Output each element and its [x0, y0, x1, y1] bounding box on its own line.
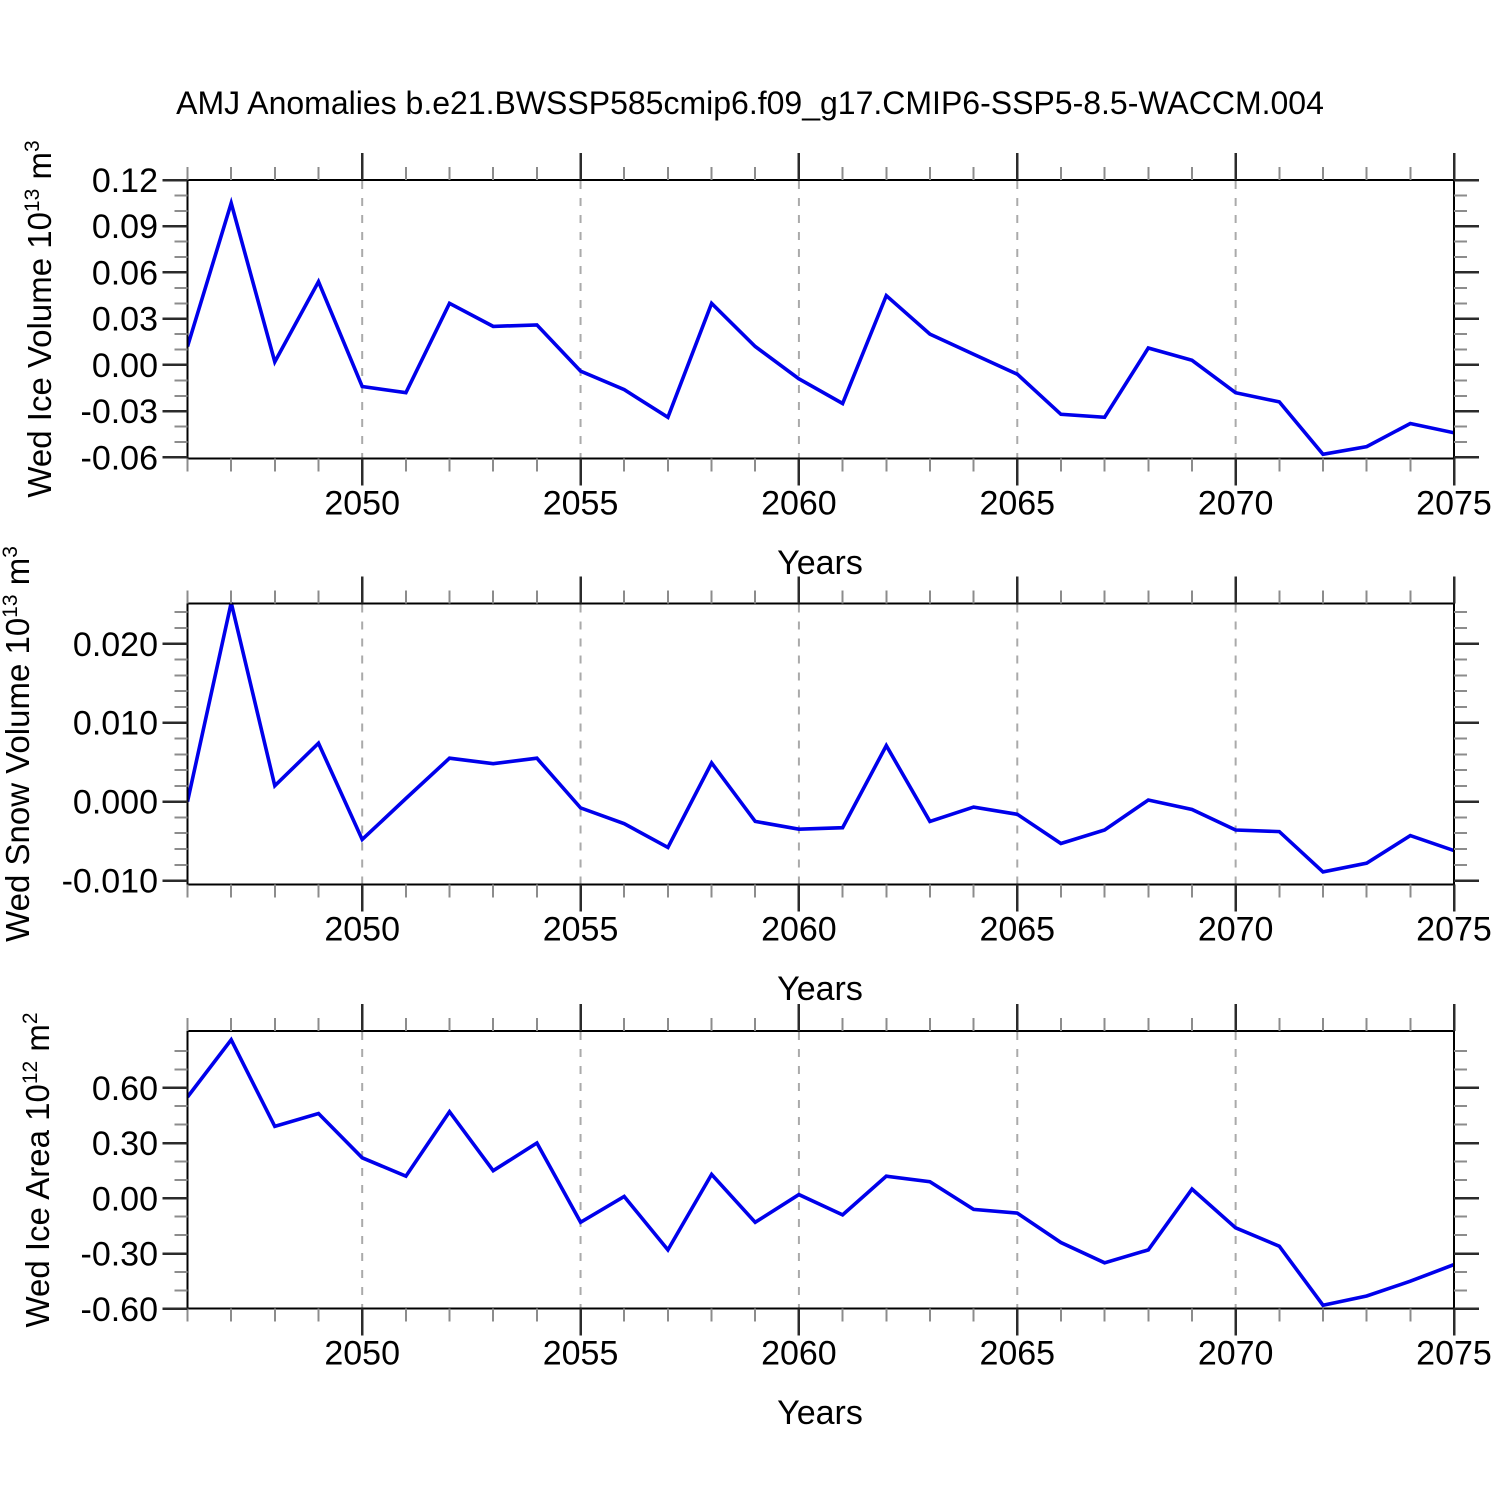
panel-ice-volume: 2050 2055 2060 2065 2070 2075 0.12 0.09 0.06 0.03… [81, 153, 1492, 523]
chart-title: AMJ Anomalies b.e21.BWSSP585cmip6.f09_g1… [176, 85, 1324, 121]
panel-snow-volume: 2050 2055 2060 2065 2070 2075 0.020 0.010 0.000 -… [62, 576, 1492, 949]
y-tick-label--0.03: -0.03 [81, 393, 159, 431]
x-tick-label-2075: 2075 [1416, 485, 1492, 523]
y-tick-label-0.010: 0.010 [73, 705, 158, 743]
y-tick-label-0.60: 0.60 [92, 1070, 158, 1108]
y-tick-label--0.30: -0.30 [81, 1236, 159, 1274]
y-tick-label--0.010: -0.010 [62, 863, 158, 901]
panel-frame [186, 602, 1455, 886]
y-tick-label-0.12: 0.12 [92, 162, 158, 200]
x-tick-label-2070: 2070 [1198, 1335, 1274, 1373]
y-tick-label-0.06: 0.06 [92, 254, 158, 292]
y-tick-label--0.06: -0.06 [81, 439, 159, 477]
series-line-ice-area [187, 1036, 1454, 1308]
x-tick-label-2065: 2065 [979, 485, 1055, 523]
y-tick-label-0.00: 0.00 [92, 1180, 158, 1218]
panel-frame [186, 1030, 1455, 1310]
x-axis-title-years-panel3: Years [777, 1394, 863, 1432]
x-tick-label-2060: 2060 [761, 911, 837, 949]
y-tick-label-0.020: 0.020 [73, 626, 158, 664]
x-tick-label-2075: 2075 [1416, 911, 1492, 949]
panel-frame [186, 179, 1455, 460]
y-tick-label-0.00: 0.00 [92, 347, 158, 385]
y-tick-label-0.03: 0.03 [92, 301, 158, 339]
x-tick-label-2050: 2050 [324, 485, 400, 523]
x-tick-label-2065: 2065 [979, 911, 1055, 949]
x-tick-label-2075: 2075 [1416, 1335, 1492, 1373]
x-axis-title-years-panel2: Years [777, 970, 863, 1008]
y-tick-label-0.30: 0.30 [92, 1125, 158, 1163]
series-line-ice-volume [187, 196, 1454, 457]
x-tick-label-2050: 2050 [324, 1335, 400, 1373]
x-tick-label-2070: 2070 [1198, 911, 1274, 949]
y-tick-label--0.60: -0.60 [81, 1291, 159, 1329]
x-tick-label-2060: 2060 [761, 1335, 837, 1373]
x-tick-label-2055: 2055 [543, 485, 619, 523]
panel-ice-area: 2050 2055 2060 2065 2070 2075 0.60 0.30 0.00 -0.3… [81, 1004, 1492, 1373]
x-tick-label-2055: 2055 [543, 911, 619, 949]
x-tick-label-2050: 2050 [324, 911, 400, 949]
x-tick-label-2060: 2060 [761, 485, 837, 523]
x-axis-title-years-panel1: Years [777, 544, 863, 582]
y-tick-label-0.09: 0.09 [92, 208, 158, 246]
x-tick-label-2055: 2055 [543, 1335, 619, 1373]
x-tick-label-2065: 2065 [979, 1335, 1055, 1373]
x-tick-label-2070: 2070 [1198, 485, 1274, 523]
y-tick-label-0.000: 0.000 [73, 784, 158, 822]
series-line-snow-volume [187, 602, 1454, 874]
